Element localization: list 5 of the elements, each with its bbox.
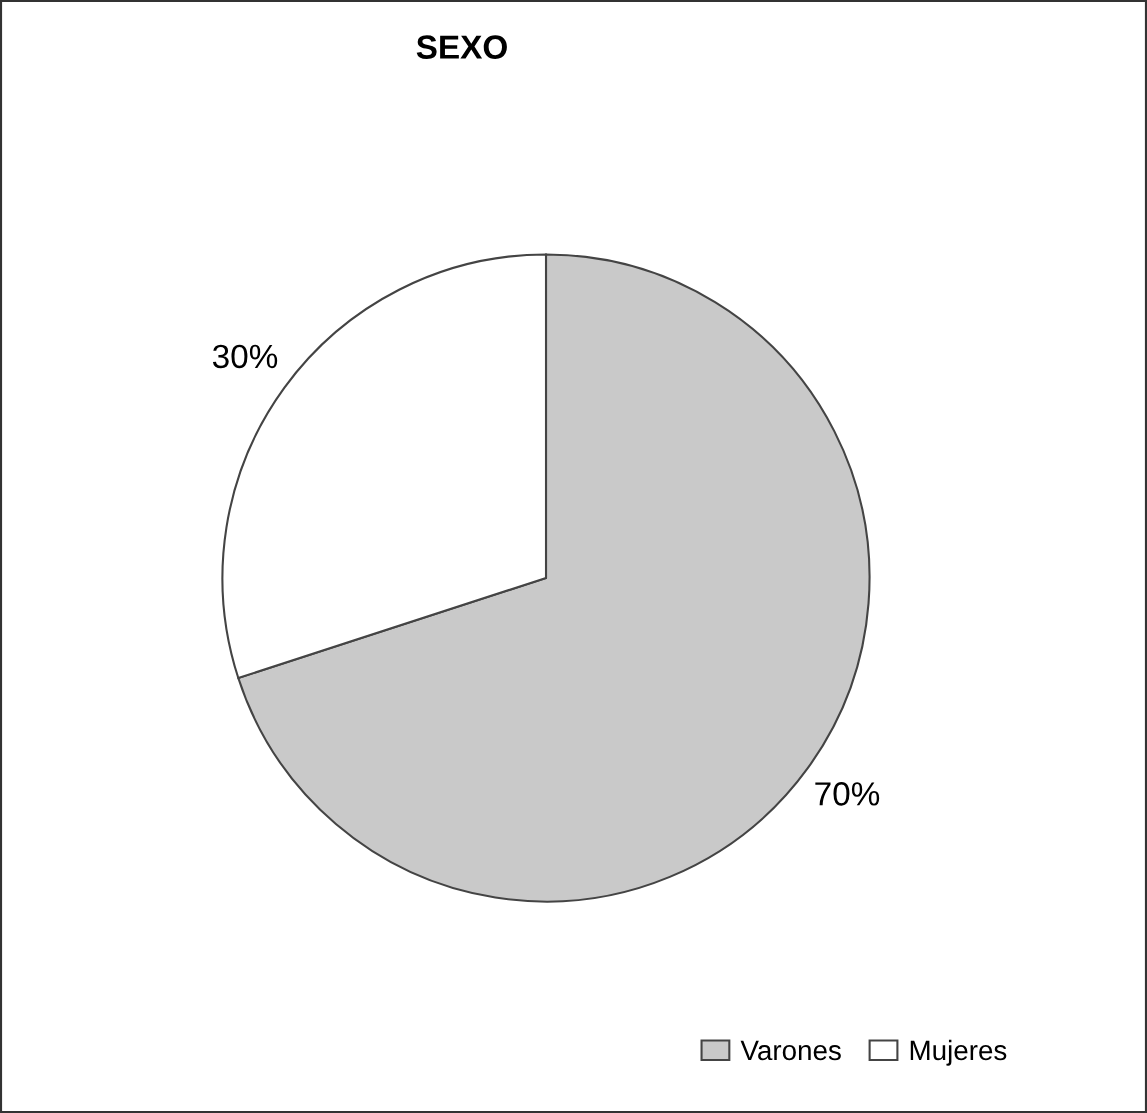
legend-label: Mujeres — [910, 1039, 1007, 1066]
legend-label: Varones — [740, 1040, 841, 1061]
data-label: 30% — [212, 344, 278, 369]
chart-title: SEXO — [416, 35, 507, 59]
data-label: 70% — [815, 782, 880, 806]
